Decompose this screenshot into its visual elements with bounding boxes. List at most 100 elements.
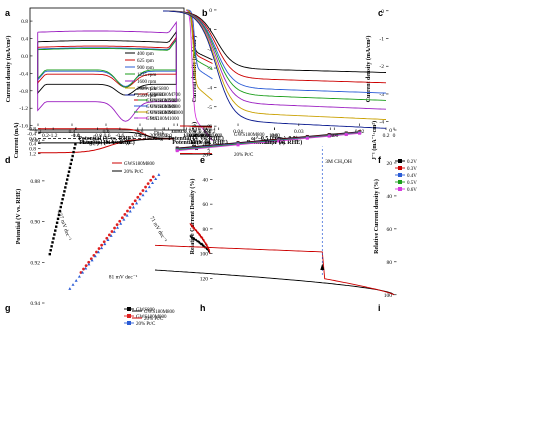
tafel-point (74, 143, 77, 146)
y-tick-label: -3 (379, 92, 384, 98)
y-tick-label: 40 (387, 194, 393, 200)
y-axis-label: Current (mA) (13, 123, 20, 159)
tafel-point (116, 226, 120, 229)
ring-current (38, 138, 174, 144)
legend-label: GWS180M800 (124, 162, 155, 167)
y-axis-label-bottom: H₂O₂ (%) (191, 122, 198, 146)
tafel-point (151, 181, 155, 185)
tafel-point (133, 199, 137, 203)
disk-current (38, 131, 174, 139)
tafel-point (128, 209, 132, 213)
tafel-point (62, 194, 65, 197)
x-tick-label: 0.4 (199, 129, 206, 135)
legend-label: GWS180M700 (150, 93, 181, 98)
x-tick-label: 2500 (201, 133, 212, 139)
x-tick-label: -1.0 (71, 133, 80, 139)
y-tick-label: 40 (203, 177, 209, 183)
tafel-point (102, 240, 106, 244)
tafel-point (141, 193, 145, 197)
tafel-point (54, 229, 57, 232)
tafel-point (54, 225, 58, 228)
tafel-point (100, 243, 104, 247)
legend-marker (127, 307, 131, 311)
lsv-curve (186, 9, 213, 80)
x-tick-label: 0.6 (195, 133, 202, 139)
h2o2-curve (180, 125, 212, 128)
y-tick-label: 0.4 (21, 37, 28, 43)
stability-curve (189, 233, 211, 255)
y-tick-label: 20 (387, 161, 393, 167)
y-tick-label: -0.8 (27, 127, 36, 133)
tafel-point (49, 249, 52, 252)
tafel-point (109, 234, 113, 237)
y-tick-label: -0.4 (19, 71, 28, 77)
tafel-point (113, 226, 116, 230)
tafel-point (81, 270, 85, 274)
x-tick-label: 1000 (269, 133, 280, 139)
panel-label-f: f (378, 155, 382, 165)
tafel-point (138, 192, 142, 196)
x-tick-label: 5000 (198, 133, 209, 139)
panel-label-i: i (378, 303, 381, 313)
y-tick-label: 60 (205, 134, 211, 140)
tafel-point (56, 217, 60, 221)
y-tick-label: 1.2 (29, 152, 36, 158)
x-tick-label: 15000 (183, 133, 197, 139)
legend-marker (398, 166, 402, 170)
legend-label: Pt/C (150, 117, 160, 122)
tafel-point (58, 209, 62, 213)
x-tick-label: 0.2 (208, 133, 215, 139)
x-tick-label: 0.8 (179, 129, 186, 135)
tafel-point (52, 237, 55, 240)
x-tick-label: 0.4 (73, 133, 80, 139)
x-tick-label: 0.6 (189, 129, 196, 135)
legend-label: 0.5V (407, 181, 417, 186)
tafel-point (59, 205, 62, 209)
tafel-point (123, 212, 127, 216)
slope-annotation: 71 mV dec⁻¹ (148, 216, 168, 244)
legend-marker (398, 187, 402, 191)
x-tick-label: 0.7 (184, 129, 191, 135)
x-tick-label: 2000 (150, 133, 161, 139)
tafel-point (64, 186, 67, 189)
panel-label-b: b (202, 8, 208, 18)
y-axis-label: Current density (mA/cm²) (365, 36, 372, 103)
x-tick-label: 500 (330, 133, 339, 139)
legend-label: GWS180M900 (146, 111, 177, 116)
tafel-point (84, 266, 88, 270)
tafel-point (61, 198, 64, 201)
x-tick-label: 0.5 (194, 129, 201, 135)
legend-marker (398, 180, 402, 184)
x-tick-label: 1.0 (160, 133, 167, 139)
x-axis-label: Potential (V vs. RHE) (168, 135, 224, 142)
panel-label-d: d (5, 155, 11, 165)
tafel-point (103, 242, 107, 246)
tafel-point (65, 182, 68, 185)
legend-label: GWS180M1000 (146, 117, 180, 122)
legend-label: GWS180M800 (150, 99, 181, 104)
tafel-point (126, 209, 129, 213)
kl-marker (305, 136, 309, 140)
panel-f: 0.020.030.040.05ω^-0.5 (rpm^-0.5)J⁻¹ (mA… (172, 121, 417, 193)
panel-label-e: e (200, 155, 205, 165)
legend-label: 0.4V (407, 174, 417, 179)
x-tick-label: 1.0 (183, 133, 190, 139)
cv-curve (37, 20, 177, 122)
y-tick-label: -2 (379, 64, 384, 70)
tafel-point (157, 173, 161, 176)
tafel-point (131, 205, 135, 209)
y-tick-label: -1 (379, 37, 384, 43)
tafel-point (118, 219, 122, 223)
tafel-point (50, 245, 53, 248)
y-tick-label: -1 (207, 27, 212, 33)
panel-h: 2500500075001000012500150000204060801001… (132, 127, 213, 322)
y-axis-label: Current density (mA/cm²) (5, 36, 12, 103)
tafel-point (131, 202, 135, 206)
x-axis-label: Time (s) (264, 139, 285, 146)
x-tick-label: -0.6 (116, 133, 125, 139)
legend-label: GWS800 (136, 308, 155, 313)
legend-label: 625 rpm (137, 59, 154, 64)
y-tick-label: 0 (205, 128, 208, 134)
kl-marker (358, 131, 362, 135)
y-tick-label: 0 (209, 8, 212, 14)
